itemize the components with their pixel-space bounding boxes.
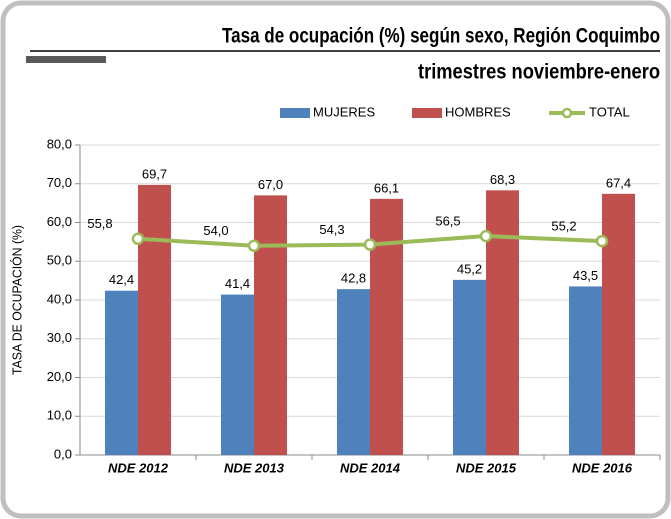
value-label: 68,3: [490, 172, 515, 187]
bar: [221, 294, 254, 455]
x-tick-label: NDE 2013: [224, 460, 285, 475]
line-marker: [131, 232, 145, 246]
line-marker: [595, 234, 609, 248]
value-label: 54,3: [319, 222, 344, 237]
value-label: 45,2: [457, 261, 482, 276]
bar: [486, 190, 519, 455]
y-tick-label: 80,0: [47, 136, 72, 151]
x-tick-label: NDE 2015: [456, 460, 517, 475]
y-tick-label: 60,0: [47, 214, 72, 229]
y-tick-label: 20,0: [47, 369, 72, 384]
line-marker: [247, 239, 261, 252]
line-marker: [363, 238, 377, 251]
legend-label: TOTAL: [589, 104, 630, 119]
y-tick-label: 10,0: [47, 408, 72, 423]
chart-title: Tasa de ocupación (%) según sexo, Región…: [222, 25, 660, 48]
legend-swatch: [412, 108, 442, 118]
value-label: 66,1: [374, 180, 399, 195]
bar: [569, 286, 602, 455]
value-label: 42,8: [341, 271, 366, 286]
value-label: 55,8: [87, 216, 112, 231]
bar: [370, 198, 403, 456]
legend-swatch: [561, 107, 573, 119]
bar: [105, 290, 138, 455]
legend-label: HOMBRES: [445, 104, 511, 119]
value-label: 67,0: [258, 177, 283, 192]
line-marker: [479, 229, 493, 243]
y-tick-label: 40,0: [47, 291, 72, 306]
x-tick-label: NDE 2014: [340, 460, 401, 475]
bar: [254, 195, 287, 455]
value-label: 42,4: [109, 272, 134, 287]
value-label: 54,0: [203, 223, 228, 238]
value-label: 69,7: [142, 166, 167, 181]
chart-subtitle: trimestres noviembre-enero: [418, 61, 660, 84]
value-label: 41,4: [225, 276, 250, 291]
legend-swatch: [280, 108, 310, 118]
y-tick-label: 30,0: [47, 330, 72, 345]
y-tick-label: 70,0: [47, 175, 72, 190]
y-axis-label: TASA DE OCUPACIÓN (%): [9, 225, 24, 375]
bar: [337, 289, 370, 455]
bar: [138, 184, 171, 455]
x-tick-label: NDE 2016: [572, 460, 633, 475]
y-tick-label: 50,0: [47, 253, 72, 268]
bar: [453, 279, 486, 455]
value-label: 55,2: [551, 219, 576, 234]
value-label: 56,5: [435, 214, 460, 229]
x-tick-label: NDE 2012: [108, 460, 169, 475]
value-label: 43,5: [573, 268, 598, 283]
value-label: 67,4: [606, 175, 631, 190]
legend-label: MUJERES: [313, 104, 375, 119]
y-tick-label: 0,0: [54, 446, 72, 461]
bar: [602, 193, 635, 455]
title-accent: [26, 56, 106, 63]
